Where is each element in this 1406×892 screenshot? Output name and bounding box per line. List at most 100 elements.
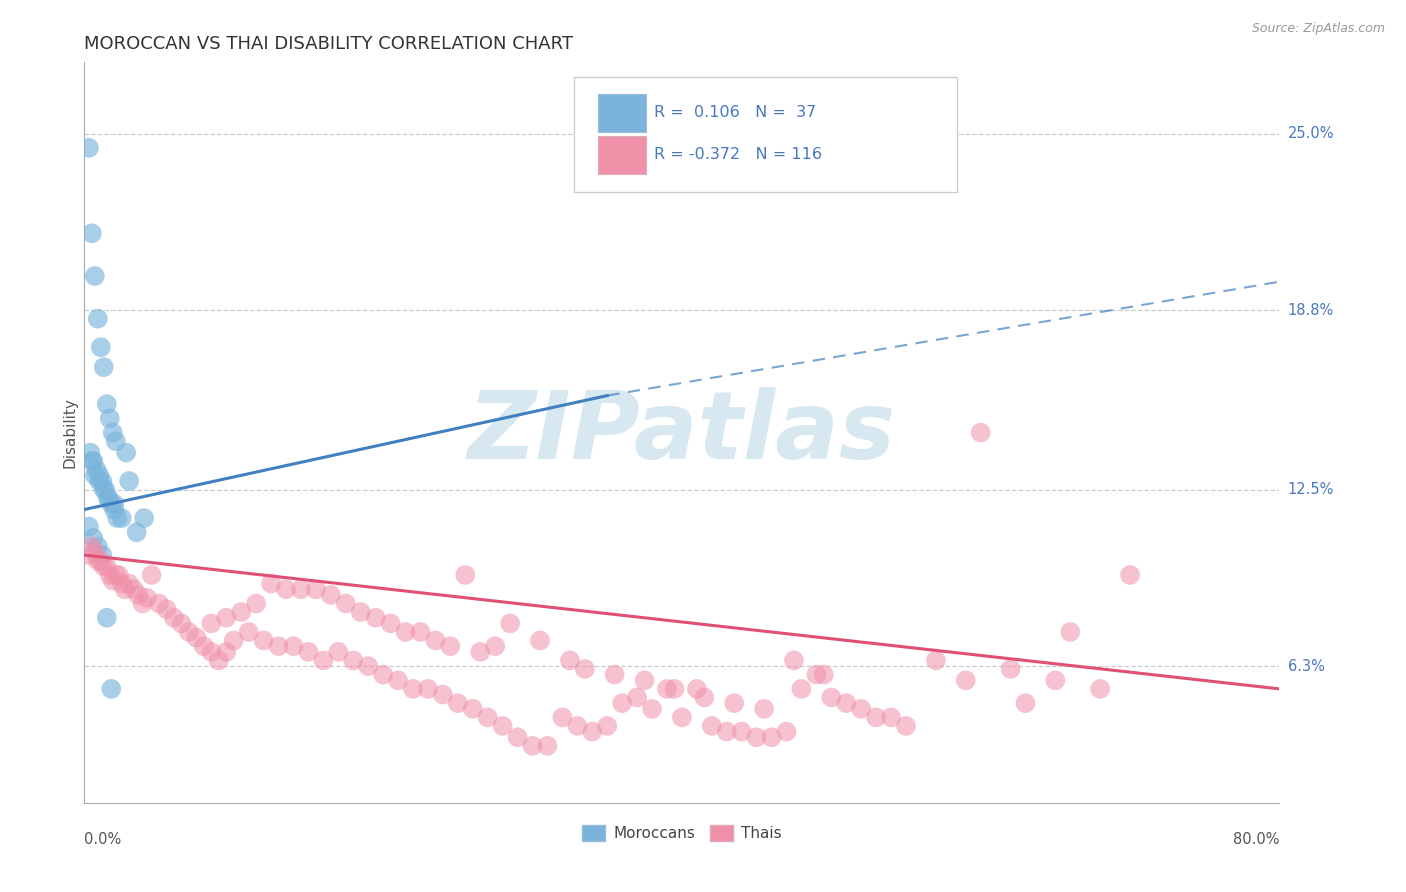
Point <box>82 531 104 545</box>
Point <box>470 645 492 659</box>
Point <box>283 639 305 653</box>
Point <box>820 690 842 705</box>
Point <box>97 491 120 505</box>
Text: 6.3%: 6.3% <box>1288 658 1324 673</box>
Point <box>357 659 380 673</box>
Point <box>865 710 887 724</box>
Point <box>626 690 648 705</box>
Point <box>86 462 108 476</box>
Point <box>394 624 416 639</box>
Text: 0.0%: 0.0% <box>84 832 121 847</box>
Point <box>574 662 596 676</box>
Point <box>77 548 100 562</box>
Point <box>305 582 328 597</box>
Point <box>245 597 267 611</box>
Point <box>103 502 125 516</box>
Point <box>107 568 129 582</box>
Point <box>87 311 110 326</box>
Point <box>186 631 208 645</box>
FancyBboxPatch shape <box>599 94 647 132</box>
Point <box>90 554 112 568</box>
Point <box>813 667 835 681</box>
Point <box>492 719 515 733</box>
Point <box>454 568 477 582</box>
Point <box>136 591 159 605</box>
Point <box>101 425 124 440</box>
Text: Source: ZipAtlas.com: Source: ZipAtlas.com <box>1251 22 1385 36</box>
Text: R = -0.372   N = 116: R = -0.372 N = 116 <box>654 147 823 162</box>
Text: MOROCCAN VS THAI DISABILITY CORRELATION CHART: MOROCCAN VS THAI DISABILITY CORRELATION … <box>84 35 574 53</box>
Point <box>127 588 149 602</box>
FancyBboxPatch shape <box>599 136 647 174</box>
Point <box>880 710 903 724</box>
Point <box>955 673 977 688</box>
Point <box>686 681 709 696</box>
Point <box>425 633 447 648</box>
Point <box>104 434 127 449</box>
Point <box>477 710 499 724</box>
Point <box>529 633 551 648</box>
Point <box>416 681 439 696</box>
Point <box>101 574 124 588</box>
Point <box>89 468 111 483</box>
Point <box>775 724 797 739</box>
Point <box>700 719 723 733</box>
Point <box>122 582 145 597</box>
Point <box>783 653 806 667</box>
Point <box>100 681 122 696</box>
Point <box>693 690 716 705</box>
Point <box>96 397 118 411</box>
Point <box>380 616 402 631</box>
Point <box>567 719 589 733</box>
Text: 80.0%: 80.0% <box>1233 832 1279 847</box>
Point <box>125 525 148 540</box>
Point <box>752 702 775 716</box>
Point <box>806 667 828 681</box>
Point <box>731 724 754 739</box>
Point <box>215 645 238 659</box>
Point <box>432 688 454 702</box>
Point <box>297 645 319 659</box>
Point <box>77 141 100 155</box>
Point <box>484 639 506 653</box>
Text: 12.5%: 12.5% <box>1288 482 1334 497</box>
Point <box>633 673 655 688</box>
Point <box>141 568 163 582</box>
Point <box>79 445 101 459</box>
Point <box>163 610 186 624</box>
Point <box>170 616 193 631</box>
Point <box>612 696 634 710</box>
Point <box>671 710 693 724</box>
Point <box>970 425 993 440</box>
Point <box>335 597 357 611</box>
Point <box>77 519 100 533</box>
Point <box>87 540 110 554</box>
Point <box>290 582 312 597</box>
Point <box>761 731 783 745</box>
Point <box>1000 662 1022 676</box>
Point <box>98 568 121 582</box>
Point <box>148 597 170 611</box>
Point <box>200 645 222 659</box>
Point <box>222 633 245 648</box>
Y-axis label: Disability: Disability <box>62 397 77 468</box>
Point <box>98 411 121 425</box>
Point <box>723 696 745 710</box>
Point <box>132 511 156 525</box>
Point <box>103 497 125 511</box>
Point <box>558 653 581 667</box>
Point <box>1059 624 1081 639</box>
Point <box>267 639 290 653</box>
Point <box>90 340 112 354</box>
Point <box>1014 696 1036 710</box>
Point <box>200 616 222 631</box>
Text: ZIPatlas: ZIPatlas <box>468 386 896 479</box>
Point <box>100 497 122 511</box>
Point <box>118 474 141 488</box>
Legend: Moroccans, Thais: Moroccans, Thais <box>576 819 787 847</box>
Point <box>93 360 115 375</box>
Point <box>115 445 138 459</box>
Text: R =  0.106   N =  37: R = 0.106 N = 37 <box>654 105 817 120</box>
Point <box>87 554 110 568</box>
Text: 25.0%: 25.0% <box>1288 126 1334 141</box>
